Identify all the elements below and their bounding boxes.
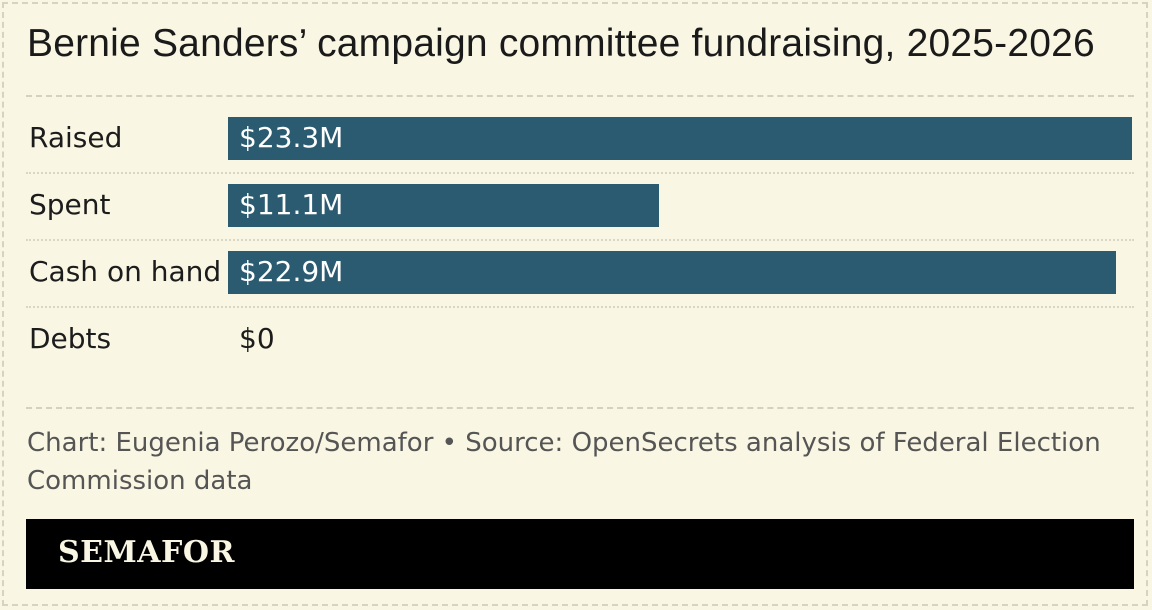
row-separator	[26, 239, 1134, 241]
brand-bar: SEMAFOR	[26, 519, 1134, 589]
value-label-cash-on-hand: $22.9M	[239, 255, 344, 288]
row-separator	[26, 172, 1134, 174]
brand-logo: SEMAFOR	[58, 535, 235, 570]
chart-title: Bernie Sanders’ campaign committee fundr…	[27, 22, 1095, 65]
category-label-cash-on-hand: Cash on hand	[29, 255, 222, 288]
footer-divider	[26, 407, 1134, 409]
title-divider	[26, 95, 1134, 97]
category-label-debts: Debts	[29, 322, 112, 355]
bar-spent	[228, 184, 659, 227]
category-label-raised: Raised	[29, 121, 123, 154]
bar-raised	[228, 117, 1132, 160]
row-separator	[26, 306, 1134, 308]
value-label-debts: $0	[239, 322, 275, 355]
value-label-raised: $23.3M	[239, 121, 344, 154]
bar-cash-on-hand	[228, 251, 1117, 294]
chart-credit: Chart: Eugenia Perozo/Semafor • Source: …	[27, 428, 1101, 496]
value-label-spent: $11.1M	[239, 188, 344, 221]
category-label-spent: Spent	[29, 188, 111, 221]
